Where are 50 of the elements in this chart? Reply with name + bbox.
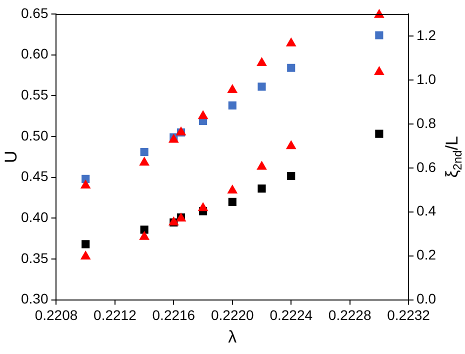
y-tick-label: 0.40 [21,209,48,225]
x-tick-label: 0.2212 [94,307,137,324]
point [286,38,296,46]
x-tick-label: 0.2216 [152,307,196,324]
y-tick-label: 0.45 [21,168,48,184]
x-tick-label: 0.2208 [34,307,78,324]
y-tick-label: 0.35 [21,250,48,266]
point [374,9,384,18]
point [286,140,296,150]
point [228,185,238,194]
y2-tick-label: 0.0 [416,290,436,307]
point [287,64,296,72]
x-tick-label: 0.2220 [210,307,254,324]
point [228,84,238,93]
point [228,101,236,110]
x-tick-label: 0.2232 [387,307,430,324]
y-tick-label: 0.55 [21,86,48,103]
y2-tick-label: 0.4 [416,202,436,219]
y-axis-title: U [2,150,21,164]
point [80,180,90,188]
y2-tick-label: 0.2 [416,246,436,263]
y2-tick-label: 1.2 [416,26,436,43]
point [82,240,90,248]
point [375,130,384,138]
point [139,231,150,240]
point [198,202,208,212]
point [198,110,208,120]
point [80,250,90,260]
point [228,198,236,206]
point [258,82,266,91]
y-tick-label: 0.30 [21,290,48,307]
y-tick-label: 0.65 [21,4,48,21]
point [374,66,384,76]
y2-tick-label: 0.6 [416,158,436,175]
point [140,226,148,234]
point [256,161,267,170]
y2-tick-label: 1.0 [416,70,436,87]
point [140,148,148,156]
y-tick-label: 0.50 [21,127,48,144]
y2-tick-label: 0.8 [416,114,436,131]
x-axis-title: λ [228,327,238,346]
point [256,57,267,66]
point [258,184,266,193]
x-tick-label: 0.2228 [328,307,372,324]
y2-axis-title: ξ2nd/L [442,136,464,178]
point [139,157,150,166]
y-tick-label: 0.60 [21,46,48,62]
point [287,172,296,180]
point [375,31,384,40]
x-tick-label: 0.2224 [270,307,313,324]
